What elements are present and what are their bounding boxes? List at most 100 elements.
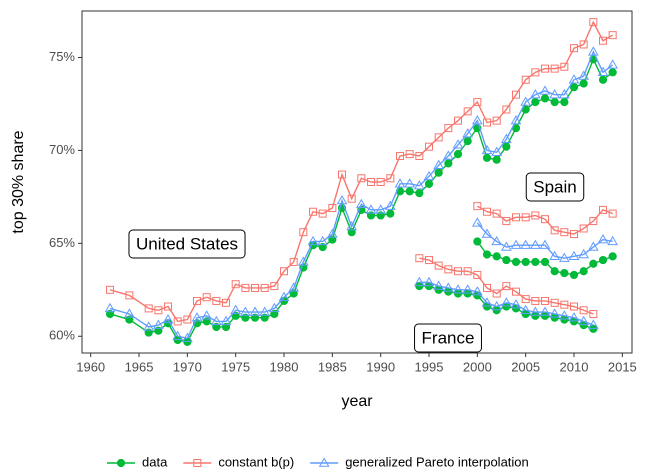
legend-label: data (142, 454, 168, 469)
point (473, 202, 482, 211)
point (512, 213, 521, 222)
legend-label: generalized Pareto interpolation (345, 454, 529, 469)
point (608, 252, 617, 261)
point (299, 228, 308, 237)
point (424, 179, 434, 188)
point (568, 312, 580, 322)
point (492, 306, 501, 315)
point (512, 90, 521, 99)
point (550, 313, 559, 322)
x-tick-label: 2000 (463, 359, 492, 374)
point (491, 235, 503, 246)
point (404, 178, 416, 188)
point (550, 226, 559, 235)
point (481, 228, 493, 238)
point (386, 209, 395, 218)
point (347, 194, 356, 203)
point (442, 150, 454, 160)
point (144, 304, 153, 313)
x-tick-label: 1975 (221, 359, 250, 374)
point (396, 151, 405, 160)
point (454, 116, 463, 125)
x-tick-label: 2005 (511, 359, 540, 374)
point (550, 97, 559, 107)
point (172, 330, 184, 340)
point (413, 180, 425, 190)
point (367, 178, 376, 186)
point (154, 326, 163, 335)
point (471, 115, 483, 125)
point (539, 306, 551, 316)
y-tick-label: 65% (49, 235, 75, 250)
point (415, 151, 424, 160)
point (338, 170, 347, 179)
point (452, 139, 464, 149)
point (433, 159, 445, 169)
x-tick-label: 1990 (366, 359, 395, 374)
point (202, 293, 211, 302)
point (607, 59, 619, 69)
point (481, 297, 493, 307)
point (181, 332, 193, 342)
point (502, 105, 511, 114)
point (365, 204, 377, 214)
point (444, 124, 453, 133)
point (531, 296, 540, 305)
point (318, 209, 327, 218)
annotation-box (414, 323, 482, 353)
point (539, 239, 551, 249)
point (201, 310, 213, 320)
point (423, 170, 435, 181)
point (191, 312, 203, 322)
point (413, 276, 425, 287)
panel-border (81, 10, 633, 354)
point (230, 304, 242, 314)
point (500, 297, 512, 307)
point (251, 283, 260, 292)
point (607, 235, 619, 246)
point (531, 311, 540, 320)
point (347, 228, 356, 237)
point (569, 270, 579, 280)
point (221, 322, 231, 332)
point (104, 302, 116, 313)
point (492, 209, 501, 218)
point (183, 337, 192, 346)
point (491, 300, 503, 311)
point (260, 283, 269, 292)
point (541, 215, 550, 224)
point (289, 257, 298, 266)
point (328, 204, 337, 213)
annotation-box (128, 229, 246, 259)
point (597, 66, 609, 77)
point (473, 98, 482, 107)
point (541, 64, 550, 73)
point (241, 313, 250, 322)
point (531, 97, 540, 107)
point (376, 178, 385, 186)
point (123, 308, 135, 318)
legend-marker (116, 458, 126, 468)
point (579, 79, 588, 88)
point (471, 217, 483, 227)
point (210, 315, 222, 326)
point (568, 74, 580, 84)
point (579, 224, 588, 233)
point (231, 311, 240, 320)
point (589, 217, 598, 226)
point (529, 89, 541, 99)
point (270, 309, 279, 319)
point (500, 133, 512, 143)
point (336, 194, 348, 205)
point (444, 287, 453, 296)
y-tick-label: 75% (49, 49, 75, 64)
point (483, 207, 492, 216)
point (558, 89, 570, 99)
point (558, 310, 570, 320)
point (143, 321, 155, 331)
point (444, 265, 453, 274)
point (569, 83, 579, 92)
point (599, 205, 608, 214)
point (531, 68, 540, 77)
point (560, 62, 569, 71)
